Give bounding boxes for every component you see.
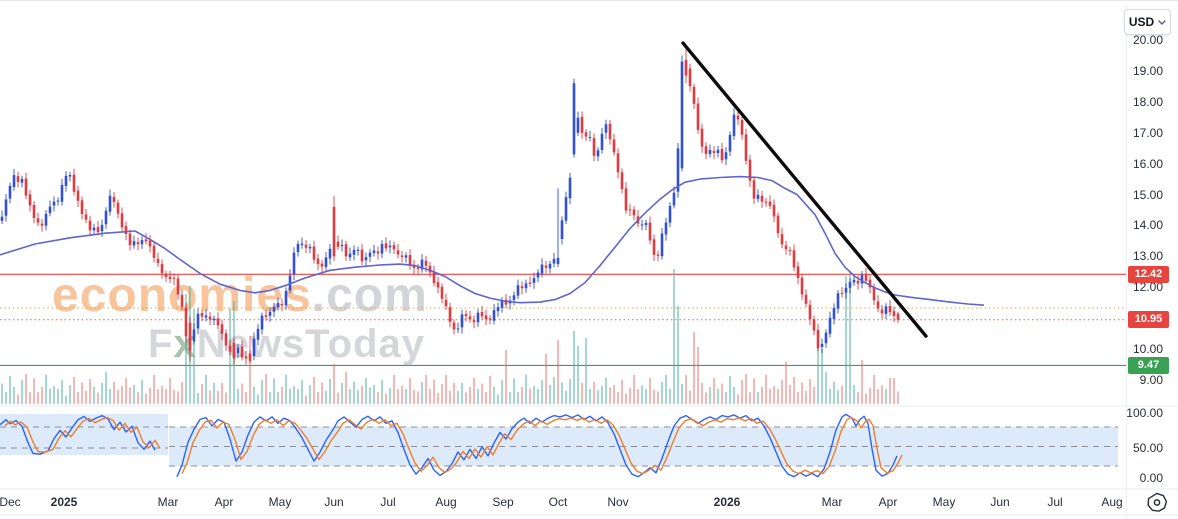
time-axis-label: May	[268, 495, 292, 509]
price-axis-label: 16.00	[1132, 156, 1163, 171]
stochastic-k-line	[176, 413, 898, 478]
moving-average-line	[0, 175, 985, 306]
price-axis-label: 10.00	[1132, 342, 1163, 357]
time-axis-label: Oct	[548, 495, 568, 509]
oscillator-axis-label: 100.00	[1126, 406, 1163, 420]
trendline[interactable]	[681, 41, 928, 338]
watermark-line1: economies.com	[52, 272, 428, 320]
candles	[0, 47, 900, 365]
time-axis-label: Apr	[878, 495, 898, 509]
price-axis-label: 14.00	[1132, 218, 1163, 233]
price-axis-label: 20.00	[1132, 33, 1163, 47]
oscillator-axis-label: 0.00	[1139, 471, 1163, 485]
price-badge: 12.42	[1128, 265, 1169, 283]
time-axis-label: Jun	[990, 495, 1010, 509]
time-axis-label: Aug	[435, 495, 457, 509]
time-axis-label: 2025	[50, 495, 78, 509]
price-badge: 9.47	[1128, 356, 1169, 374]
price-axis-label: 18.00	[1132, 94, 1163, 109]
oscillator-axis-label: 50.00	[1132, 441, 1163, 455]
time-axis-label: Apr	[214, 495, 234, 509]
time-axis-label: Mar	[157, 495, 179, 509]
time-axis-label: Sep	[492, 495, 514, 509]
price-axis-label: 13.00	[1132, 249, 1163, 264]
watermark-tagline-f: F	[148, 322, 174, 366]
time-axis-label: Nov	[607, 495, 629, 509]
time-axis-label: Jun	[324, 495, 344, 509]
volume-bars	[1, 269, 899, 404]
price-axis-label: 12.00	[1132, 280, 1163, 295]
stochastic-d-line	[4, 416, 161, 453]
time-axis-label: Aug	[1101, 495, 1123, 509]
price-axis-label: 19.00	[1132, 63, 1163, 78]
time-axis-label: Mar	[821, 495, 843, 509]
time-axis-label: 2026	[713, 495, 741, 509]
chevron-down-icon	[1158, 19, 1166, 25]
top-border	[0, 0, 1178, 1]
currency-label: USD	[1128, 15, 1155, 29]
stochastic-k-line	[0, 414, 156, 455]
price-axis-label: 9.00	[1139, 372, 1163, 387]
time-axis-label: May	[932, 495, 956, 509]
watermark-domain: .com	[311, 269, 428, 322]
stochastic-d-line	[181, 416, 903, 475]
price-badge: 10.95	[1128, 311, 1169, 329]
time-axis-label: Jul	[380, 495, 396, 509]
price-axis-label: 15.00	[1132, 187, 1163, 202]
price-axis-label: 17.00	[1132, 125, 1163, 140]
time-axis-label: Jul	[1047, 495, 1063, 509]
currency-selector-button[interactable]: USD	[1124, 9, 1171, 35]
time-axis-label: Dec	[0, 495, 21, 509]
price-axis-border	[1126, 0, 1127, 519]
heptagon-logo-icon[interactable]	[1146, 492, 1168, 518]
